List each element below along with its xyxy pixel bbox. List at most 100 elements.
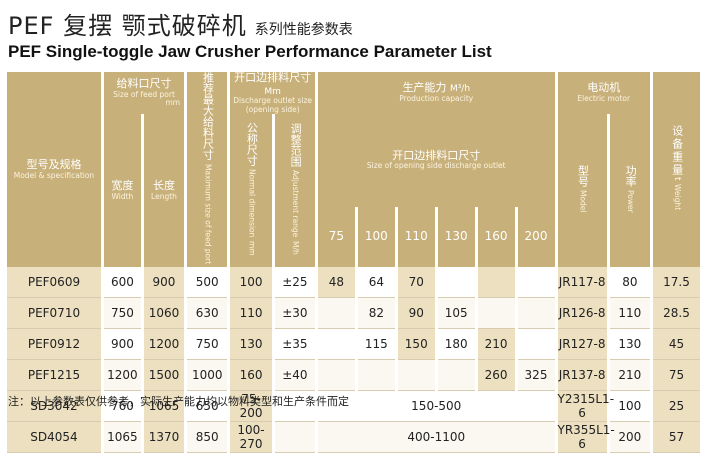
header-model-cn: 型号及规格 [26, 158, 82, 172]
cell-cap-160 [477, 298, 515, 330]
header-max-feed: 推荐最大给料尺寸 Maximum size of feed port [187, 72, 228, 268]
cell-motor: JR127-8 [557, 329, 607, 361]
cell-length: 1370 [143, 422, 185, 453]
header-weight-cn: 设备重量 [670, 125, 684, 178]
cell-width: 1200 [103, 360, 141, 392]
cell-power: 80 [609, 267, 650, 299]
header-adjust-vertical: 调整范围 Adjustment range M/h [289, 123, 302, 255]
capacity-col-100: 100 [357, 206, 395, 268]
cell-cap-110 [397, 360, 435, 392]
header-feed-port: 给料口尺寸 Size of feed port mm [103, 72, 185, 114]
header-motor-model-vertical: 型号 Model [576, 165, 589, 213]
cell-cap-75: 48 [317, 267, 355, 299]
capacity-col-75: 75 [317, 206, 355, 268]
cell-motor: JR126-8 [557, 298, 607, 330]
cell-cap-100 [357, 360, 395, 392]
cell-model: SD4054 [7, 422, 101, 453]
header-nominal-unit: mm [247, 241, 257, 256]
cell-power: 200 [609, 422, 650, 453]
cell-max-feed: 1000 [187, 360, 228, 392]
cell-power: 100 [609, 391, 650, 423]
cell-adjust: ±30 [274, 298, 315, 330]
capacity-col-200: 200 [517, 206, 555, 268]
cell-nominal: 130 [230, 329, 272, 361]
capacity-col-110: 110 [397, 206, 435, 268]
cell-width: 1065 [103, 422, 141, 453]
cell-adjust: ±40 [274, 360, 315, 392]
cell-cap-110: 150 [397, 329, 435, 361]
header-weight-unit: t [671, 177, 682, 181]
header-adjust: 调整范围 Adjustment range M/h [274, 113, 315, 268]
header-motor-model-en: Model [578, 190, 588, 213]
header-adjust-en: Adjustment range [291, 170, 301, 238]
cell-model: PEF0710 [7, 298, 101, 330]
table-body: PEF0609 600 900 500 100 ±25 48 64 70 JR1… [7, 267, 700, 453]
cell-cap-200 [517, 267, 555, 299]
cell-width: 600 [103, 267, 141, 299]
header-capacity-en: Production capacity [399, 94, 474, 104]
header-opening-size-cn: 开口边排料口尺寸 [392, 148, 481, 162]
header-discharge-cn: 开口边排料尺寸 [234, 71, 312, 84]
cell-nominal: 100-270 [230, 422, 272, 453]
title-sub: 系列性能参数表 [254, 22, 353, 38]
cell-capacity-span: 400-1100 [317, 422, 555, 453]
header-power-vertical: 功率 Power [624, 165, 637, 213]
header-length-en: Length [151, 191, 177, 201]
cell-capacity-span: 150-500 [317, 391, 555, 423]
header-adjust-unit: M/h [291, 241, 301, 255]
header-feed-port-cn: 给料口尺寸 [116, 77, 172, 91]
header-nominal-en: Normal dimension [247, 169, 257, 238]
table-row: PEF0912 900 1200 750 130 ±35 115 150 180… [7, 329, 700, 361]
cell-cap-110: 90 [397, 298, 435, 330]
cell-weight: 25 [652, 391, 700, 423]
header-length-cn: 长度 [152, 179, 175, 193]
header-motor: 电动机 Electric motor [557, 72, 650, 114]
cell-cap-200 [517, 298, 555, 330]
page-title-en: PEF Single-toggle Jaw Crusher Performanc… [8, 42, 492, 61]
cell-power: 110 [609, 298, 650, 330]
cell-adjust: ±35 [274, 329, 315, 361]
cell-power: 130 [609, 329, 650, 361]
cell-length: 1500 [143, 360, 185, 392]
header-power-cn: 功率 [624, 164, 638, 187]
cell-length: 1060 [143, 298, 185, 330]
header-opening-size: 开口边排料口尺寸 Size of opening side discharge … [317, 113, 555, 207]
header-model: 型号及规格 Model & specification [7, 72, 101, 268]
footnote: 注：以上参数表仅供参考，实际生产能力均以物料类型和生产条件而定 [8, 395, 349, 408]
header-discharge-en: Discharge outlet size [233, 96, 313, 106]
header-nominal-vertical: 公称尺寸 Normal dimension mm [245, 122, 258, 256]
cell-nominal: 110 [230, 298, 272, 330]
header-discharge-en2: (opening side) [245, 104, 300, 114]
header-feed-port-en: Size of feed port [113, 89, 175, 99]
cell-weight: 28.5 [652, 298, 700, 330]
header-motor-en: Electric motor [577, 94, 631, 104]
cell-cap-200 [517, 329, 555, 361]
table-row: PEF1215 1200 1500 1000 160 ±40 260 325 J… [7, 360, 700, 392]
table-row: SD4054 1065 1370 850 100-270 400-1100 YR… [7, 422, 700, 453]
cell-length: 1200 [143, 329, 185, 361]
cell-cap-200: 325 [517, 360, 555, 392]
cell-cap-130 [437, 267, 475, 299]
cell-width: 750 [103, 298, 141, 330]
cell-nominal: 160 [230, 360, 272, 392]
title-main: PEF 复摆 颚式破碎机 [8, 12, 247, 40]
cell-power: 210 [609, 360, 650, 392]
cell-cap-75 [317, 329, 355, 361]
header-opening-size-en: Size of opening side discharge outlet [366, 161, 506, 171]
header-max-feed-en: Maximum size of feed port [203, 163, 213, 264]
header-nominal-cn: 公称尺寸 [245, 121, 259, 166]
cell-motor: JR117-8 [557, 267, 607, 299]
header-discharge-unit: Mm [264, 86, 281, 97]
cell-model: PEF0912 [7, 329, 101, 361]
cell-length: 900 [143, 267, 185, 299]
cell-width: 900 [103, 329, 141, 361]
cell-motor: YR355L1-6 [557, 422, 615, 453]
table-row: PEF0609 600 900 500 100 ±25 48 64 70 JR1… [7, 267, 700, 299]
cell-adjust: ±25 [274, 267, 315, 299]
cell-model: PEF1215 [7, 360, 101, 392]
header-capacity-cn: 生产能力 [402, 81, 447, 95]
header-weight-en: Weight [672, 184, 682, 211]
header-nominal: 公称尺寸 Normal dimension mm [230, 113, 272, 268]
cell-max-feed: 630 [187, 298, 228, 330]
cell-cap-160: 210 [477, 329, 515, 361]
